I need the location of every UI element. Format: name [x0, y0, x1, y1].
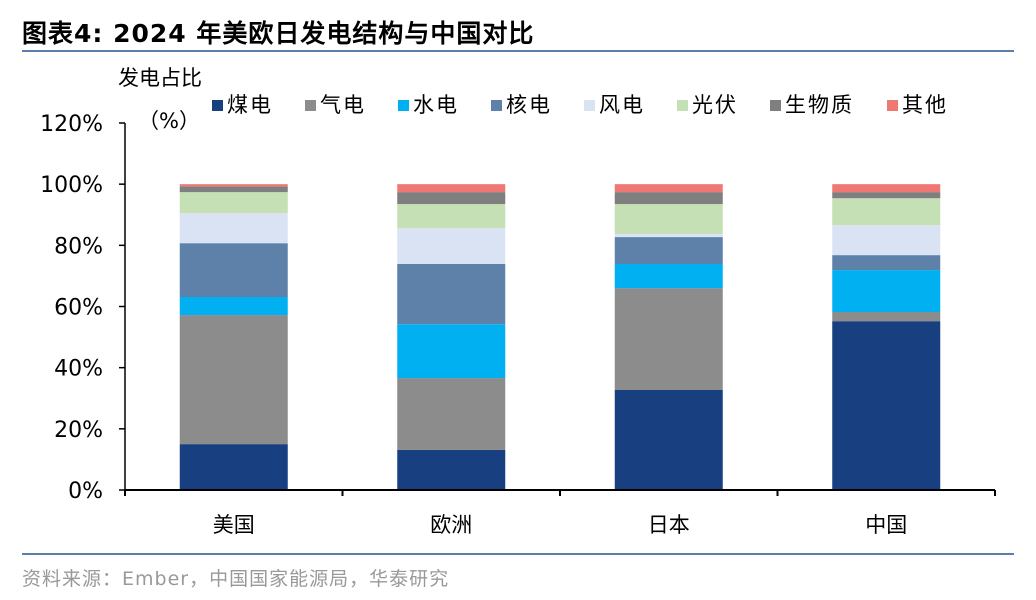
- legend-label: 光伏: [692, 93, 738, 117]
- y-tick-label: 20%: [54, 418, 103, 443]
- legend-swatch: [212, 100, 223, 111]
- bar-segment: [614, 263, 723, 289]
- bar-segment: [832, 198, 941, 226]
- bar-segment: [179, 184, 288, 187]
- y-tick-label: 120%: [40, 112, 103, 137]
- y-tick-label: 40%: [54, 357, 103, 382]
- bar-segment: [179, 243, 288, 298]
- legend-swatch: [677, 100, 688, 111]
- y-axis-unit: （%）: [138, 109, 200, 133]
- bar-segment: [614, 192, 723, 205]
- legend-swatch: [305, 100, 316, 111]
- legend-label: 煤电: [227, 93, 273, 117]
- legend-swatch: [887, 100, 898, 111]
- legend-label: 风电: [599, 93, 645, 117]
- bar-segment: [397, 263, 506, 325]
- bar-segment: [397, 449, 506, 490]
- legend-label: 其他: [902, 93, 948, 117]
- legend-swatch: [770, 100, 781, 111]
- bar-segment: [179, 315, 288, 445]
- legend-label: 生物质: [785, 93, 854, 117]
- y-tick-label: 80%: [54, 234, 103, 259]
- bar-segment: [614, 237, 723, 264]
- bar-segment: [832, 270, 941, 313]
- source-note: 资料来源：Ember，中国国家能源局，华泰研究: [22, 568, 450, 590]
- x-tick-label: 中国: [865, 513, 907, 537]
- bar-segment: [397, 378, 506, 450]
- legend-label: 核电: [506, 93, 552, 117]
- bar-segment: [614, 389, 723, 490]
- title-rule: [22, 50, 1014, 52]
- x-tick-label: 美国: [213, 513, 255, 537]
- legend-label: 气电: [320, 93, 366, 117]
- y-tick-label: 0%: [68, 479, 103, 504]
- y-tick-label: 100%: [40, 173, 103, 198]
- bar-segment: [832, 321, 941, 490]
- bar-segment: [832, 312, 941, 322]
- bar-segment: [397, 192, 506, 205]
- bar-segment: [832, 255, 941, 271]
- bar-segment: [614, 288, 723, 390]
- x-tick-label: 日本: [648, 513, 690, 537]
- x-tick-label: 欧洲: [430, 513, 472, 537]
- legend-swatch: [398, 100, 409, 111]
- bar-segment: [179, 297, 288, 316]
- bar-segment: [614, 234, 723, 238]
- legend-swatch: [491, 100, 502, 111]
- bar-segment: [179, 444, 288, 490]
- bar-segment: [397, 324, 506, 379]
- bar-segment: [832, 192, 941, 199]
- figure-title: 图表4: 2024 年美欧日发电结构与中国对比: [22, 19, 535, 48]
- bar-segment: [179, 192, 288, 214]
- source-rule: [22, 553, 1014, 555]
- bar-segment: [832, 184, 941, 193]
- bar-segment: [397, 204, 506, 229]
- bar-segment: [832, 225, 941, 256]
- bar-segment: [614, 184, 723, 193]
- y-tick-label: 60%: [54, 296, 103, 321]
- legend-label: 水电: [413, 93, 459, 117]
- y-axis-label: 发电占比: [118, 66, 202, 90]
- bar-segment: [397, 184, 506, 193]
- bar-segment: [179, 213, 288, 244]
- legend-swatch: [584, 100, 595, 111]
- bar-segment: [614, 204, 723, 235]
- bar-segment: [179, 186, 288, 193]
- bar-segment: [397, 228, 506, 264]
